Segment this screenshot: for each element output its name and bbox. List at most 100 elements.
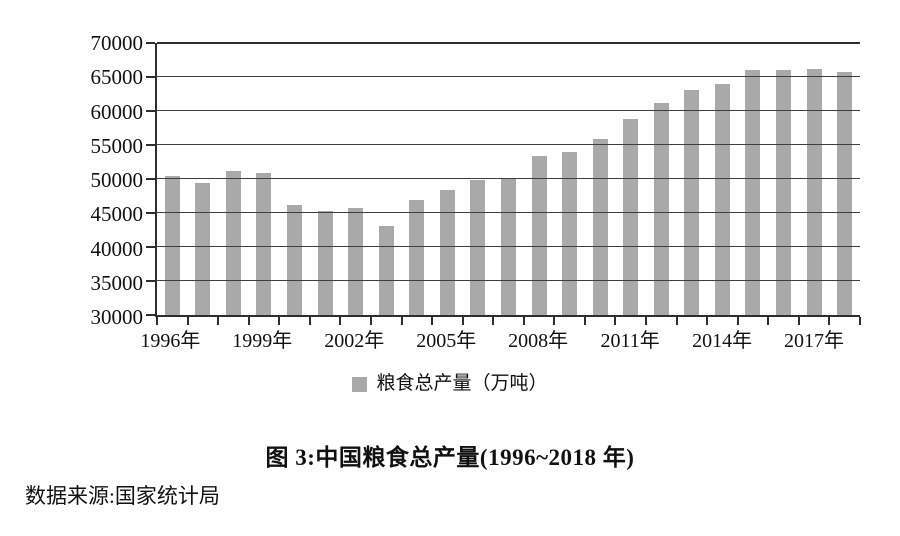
x-axis-tick [369,317,372,325]
x-axis-tick [492,317,495,325]
bar-2006年 [470,180,486,315]
y-axis-tick [146,42,155,44]
x-axis-label-2008年: 2008年 [508,330,569,352]
x-axis-tick [859,317,861,325]
gridline-60000 [157,110,860,111]
bar-2016年 [776,69,792,315]
y-axis-tick [146,212,155,214]
y-axis-label-35000: 35000 [90,270,144,295]
bar-slot-1999年 [249,43,280,315]
x-axis-tick [736,317,739,325]
x-axis-tick [645,317,648,325]
gridline-55000 [157,144,860,145]
x-axis-tick [797,317,800,325]
bar-slot-2000年 [279,43,310,315]
bar-1999年 [256,173,272,315]
bar-2001年 [317,211,333,315]
y-axis-label-55000: 55000 [90,133,144,158]
gridline-45000 [157,212,860,213]
x-axis-label-2017年: 2017年 [784,330,845,352]
x-axis-tick [767,317,770,325]
y-axis-label-65000: 65000 [90,65,144,90]
y-axis-label-60000: 60000 [90,99,144,124]
legend-label: 粮食总产量（万吨） [376,373,548,394]
y-axis-label-30000: 30000 [90,305,144,329]
x-axis-tick [614,317,617,325]
gridline-35000 [157,280,860,281]
bar-2005年 [439,189,455,315]
gridline-40000 [157,246,860,247]
x-axis-label-2014年: 2014年 [692,330,753,352]
y-axis-label-45000: 45000 [90,202,144,227]
bar-slot-2003年 [371,43,402,315]
y-axis-tick [146,314,155,316]
x-axis-tick [828,317,831,325]
legend-swatch-icon [352,376,368,392]
bar-slot-2010年 [585,43,616,315]
bar-1997年 [195,182,211,315]
bar-2017年 [806,69,822,315]
bar-slot-2011年 [615,43,646,315]
x-axis-tick [522,317,525,325]
bar-2014年 [714,84,730,315]
legend: 粮食总产量（万吨） [0,372,900,396]
x-axis-tick [278,317,281,325]
x-axis-tick [186,317,189,325]
bar-slot-2005年 [432,43,463,315]
x-axis-tick [156,317,158,325]
bar-slot-2018年 [829,43,860,315]
x-axis-tick [308,317,311,325]
x-axis-tick [675,317,678,325]
gridline-50000 [157,178,860,179]
gridline-70000 [157,42,860,44]
bar-2015年 [745,69,761,315]
bar-2004年 [409,199,425,315]
y-axis-tick [146,246,155,248]
bar-2003年 [378,226,394,315]
y-axis-tick [146,110,155,112]
bar-2000年 [287,204,303,315]
bar-slot-2001年 [310,43,341,315]
bar-slot-2004年 [402,43,433,315]
x-axis-tick [431,317,434,325]
bar-slot-2002年 [340,43,371,315]
x-axis-label-1996年: 1996年 [140,330,201,352]
bar-2008年 [531,155,547,315]
figure-caption: 图 3:中国粮食总产量(1996~2018 年) [265,445,635,470]
bar-slot-2012年 [646,43,677,315]
bar-2018年 [837,71,853,315]
x-axis-tick [706,317,709,325]
y-axis-label-40000: 40000 [90,236,144,261]
x-axis-tick [553,317,556,325]
x-axis-label-2005年: 2005年 [416,330,477,352]
x-axis-tick [217,317,220,325]
y-axis-tick [146,280,155,282]
x-axis-tick [339,317,342,325]
bar-series [157,43,860,315]
bar-2002年 [348,208,364,315]
bar-slot-2008年 [524,43,555,315]
bar-slot-2017年 [799,43,830,315]
bar-1998年 [225,170,241,315]
bar-2009年 [562,152,578,315]
plot-area [146,42,861,325]
bar-2012年 [653,102,669,315]
bar-slot-2016年 [768,43,799,315]
y-axis-tick [146,178,155,180]
bar-2010年 [592,138,608,315]
bar-slot-2013年 [677,43,708,315]
y-axis-tick [146,76,155,78]
bar-slot-2006年 [463,43,494,315]
bar-slot-2015年 [738,43,769,315]
x-axis-tick [461,317,464,325]
bar-slot-1996年 [157,43,188,315]
y-axis-tick [146,144,155,146]
y-axis-label-50000: 50000 [90,168,144,192]
x-axis-label-2011年: 2011年 [600,330,660,352]
bar-2011年 [623,118,639,315]
bar-slot-2007年 [493,43,524,315]
x-axis-label-1999年: 1999年 [232,330,293,352]
data-source-note: 数据来源:国家统计局 [25,484,220,508]
x-axis-label-2002年: 2002年 [324,330,385,352]
